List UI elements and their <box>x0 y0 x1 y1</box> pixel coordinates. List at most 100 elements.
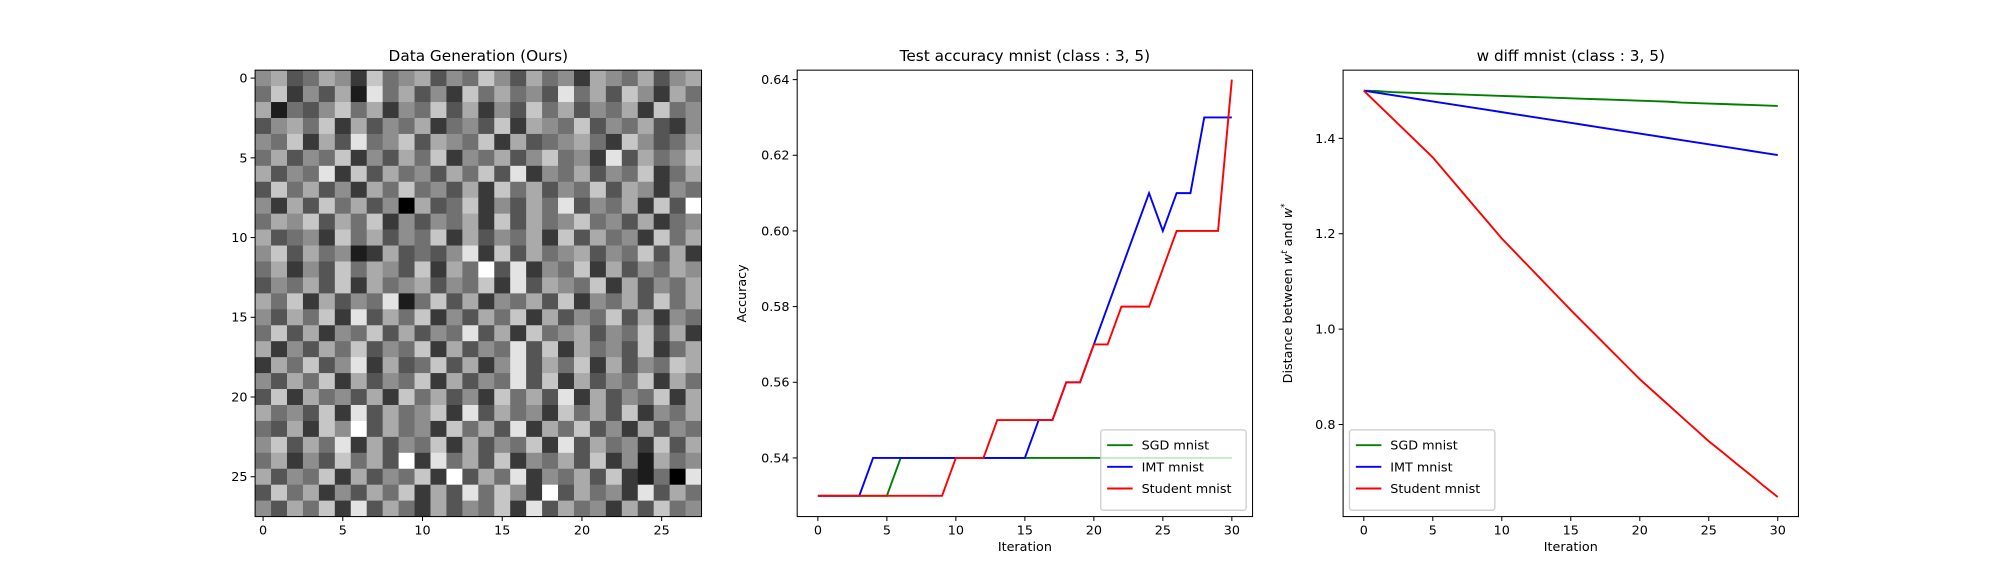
heatmap-cell <box>526 277 543 294</box>
heatmap-cell <box>462 86 479 103</box>
heatmap-cell <box>414 213 431 230</box>
heatmap-cell <box>271 133 288 151</box>
heatmap-cell <box>255 500 272 517</box>
heatmap-cell <box>382 181 399 199</box>
heatmap-cell <box>318 357 336 374</box>
series-line <box>1363 89 1778 156</box>
heatmap-cell <box>350 86 368 103</box>
heatmap-cell <box>510 404 527 422</box>
heatmap-cell <box>382 149 399 167</box>
heatmap-cell <box>589 484 607 502</box>
heatmap-cell <box>542 133 559 151</box>
heatmap-cell <box>685 484 702 502</box>
heatmap-cell <box>462 341 479 358</box>
heatmap-cell <box>302 309 320 326</box>
heatmap-cell <box>462 468 479 486</box>
heatmap-cell <box>302 165 320 183</box>
heatmap-cell <box>318 133 336 151</box>
heatmap-cell <box>462 181 479 199</box>
heatmap-cell <box>669 373 686 390</box>
heatmap-cell <box>653 357 671 374</box>
heatmap-cell <box>302 404 320 422</box>
heatmap-cell <box>334 229 352 246</box>
heatmap-cell <box>271 436 288 454</box>
legend-label: IMT mnist <box>1390 460 1452 475</box>
heatmap-cell <box>542 373 559 390</box>
heatmap-cell <box>558 86 575 103</box>
heatmap-cell <box>446 452 463 470</box>
heatmap-cell <box>446 484 463 502</box>
heatmap-cell <box>637 213 655 230</box>
heatmap-cell <box>558 452 575 470</box>
heatmap-cell <box>669 213 686 230</box>
heatmap-cell <box>446 404 463 422</box>
heatmap-cell <box>653 70 671 87</box>
heatmap-cell <box>510 229 527 246</box>
heatmap-cell <box>286 133 304 151</box>
heatmap-cell <box>510 245 527 262</box>
heatmap-cell <box>637 277 655 294</box>
x-axis-label: Iteration <box>998 540 1052 555</box>
heatmap-cell <box>621 213 639 230</box>
heatmap-cell <box>621 149 639 167</box>
x-tick-label: 30 <box>1770 523 1786 538</box>
heatmap-cell <box>302 117 320 135</box>
heatmap-cell <box>478 500 495 517</box>
heatmap-cell <box>318 229 336 246</box>
heatmap-cell <box>286 436 304 454</box>
heatmap-cell <box>334 277 352 294</box>
heatmap-cell <box>334 452 352 470</box>
heatmap-cell <box>446 436 463 454</box>
y-tick-label: 1.0 <box>1315 323 1335 338</box>
heatmap-cell <box>334 213 352 230</box>
heatmap-cell <box>462 325 479 342</box>
heatmap-cell <box>573 261 591 278</box>
x-tick-label: 20 <box>1086 523 1102 538</box>
heatmap-cell <box>478 325 495 342</box>
heatmap-cell <box>653 500 671 517</box>
heatmap-cell <box>653 86 671 103</box>
heatmap-cell <box>653 102 671 119</box>
heatmap-cell <box>573 293 591 310</box>
heatmap-cell <box>558 165 575 183</box>
heatmap-cell <box>414 245 431 262</box>
heatmap-cell <box>286 245 304 262</box>
heatmap-cell <box>573 229 591 246</box>
heatmap-cell <box>366 229 384 246</box>
heatmap-cell <box>669 197 686 215</box>
heatmap-cell <box>318 325 336 342</box>
heatmap-cell <box>334 245 352 262</box>
heatmap-cell <box>637 420 655 438</box>
heatmap-cell <box>271 277 288 294</box>
heatmap-cell <box>350 277 368 294</box>
heatmap-cell <box>334 484 352 502</box>
y-tick-label: 15 <box>231 311 247 326</box>
heatmap-cell <box>446 261 463 278</box>
x-tick-label: 20 <box>1632 523 1648 538</box>
heatmap-cell <box>573 341 591 358</box>
heatmap-cell <box>637 261 655 278</box>
heatmap-cell <box>510 213 527 230</box>
heatmap-cell <box>350 229 368 246</box>
heatmap-cell <box>637 468 655 486</box>
heatmap-cell <box>494 404 511 422</box>
heatmap-cell <box>621 133 639 151</box>
heatmap-cell <box>621 277 639 294</box>
heatmap-cell <box>302 133 320 151</box>
heatmap-cell <box>398 436 415 454</box>
plot-frame <box>796 69 1254 518</box>
heatmap-cell <box>350 341 368 358</box>
heatmap-cell <box>271 325 288 342</box>
heatmap-cell <box>414 117 431 135</box>
y-axis-label-part: w <box>1281 207 1296 218</box>
heatmap-cell <box>573 86 591 103</box>
heatmap-cell <box>542 484 559 502</box>
heatmap-cell <box>430 86 447 103</box>
plot-frame <box>1342 69 1799 518</box>
heatmap-cell <box>255 229 272 246</box>
heatmap-cell <box>334 389 352 406</box>
heatmap-cell <box>414 500 431 517</box>
heatmap-cell <box>478 484 495 502</box>
heatmap-cell <box>478 420 495 438</box>
heatmap-cell <box>382 213 399 230</box>
